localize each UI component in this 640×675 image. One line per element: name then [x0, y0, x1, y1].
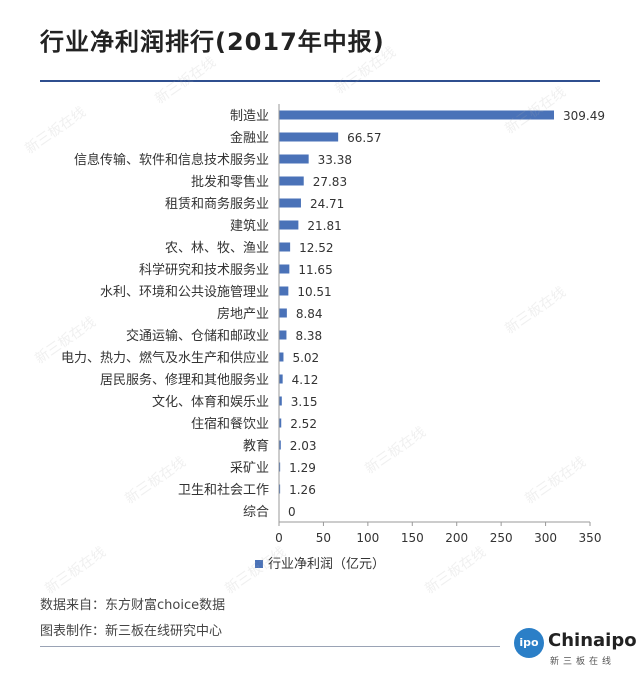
- x-tick-label: 350: [579, 531, 602, 545]
- bar: [279, 440, 281, 450]
- x-tick-label: 150: [401, 531, 424, 545]
- bar: [279, 198, 301, 208]
- chart-title: 行业净利润排行(2017年中报): [40, 28, 385, 56]
- category-label: 制造业: [230, 109, 269, 124]
- bar: [279, 242, 291, 252]
- value-label: 8.38: [295, 329, 322, 343]
- value-label: 5.02: [292, 351, 319, 365]
- category-label: 水利、环境和公共设施管理业: [100, 285, 269, 300]
- value-label: 66.57: [347, 131, 381, 145]
- title-divider: [40, 80, 600, 82]
- bar: [279, 308, 287, 318]
- category-label: 卫生和社会工作: [178, 482, 269, 498]
- x-tick-label: 0: [275, 531, 283, 545]
- value-label: 4.12: [292, 373, 319, 387]
- logo-subtitle: 新三板在线: [550, 657, 616, 667]
- logo-badge-icon: ipo: [514, 628, 544, 658]
- category-label: 批发和零售业: [191, 174, 269, 190]
- value-label: 309.49: [563, 109, 605, 123]
- bar: [279, 418, 282, 428]
- bar: [279, 462, 281, 472]
- bar: [279, 374, 283, 384]
- value-label: 1.26: [289, 483, 316, 497]
- category-label: 建筑业: [230, 218, 269, 234]
- category-label: 科学研究和技术服务业: [139, 262, 269, 278]
- category-label: 电力、热力、燃气及水生产和供应业: [61, 350, 269, 366]
- bar: [279, 330, 287, 340]
- value-label: 3.15: [291, 395, 318, 409]
- value-label: 33.38: [318, 153, 352, 167]
- category-label: 租赁和商务服务业: [165, 196, 269, 212]
- category-label: 教育: [243, 438, 269, 454]
- logo-wordmark: Chinaipo: [548, 630, 637, 651]
- bar: [279, 352, 284, 362]
- bar: [279, 176, 304, 186]
- x-tick-label: 300: [534, 531, 557, 545]
- value-label: 0: [288, 505, 296, 519]
- value-label: 8.84: [296, 307, 323, 321]
- chart-maker-note: 图表制作：新三板在线研究中心: [40, 624, 223, 639]
- data-source-note: 数据来自：东方财富choice数据: [40, 598, 226, 613]
- bar-chart: 制造业 309.49 金融业 66.57 信息传输、软件和信息技术服务业 33.38 批发和…: [61, 104, 605, 572]
- bar: [279, 154, 309, 164]
- category-label: 信息传输、软件和信息技术服务业: [74, 152, 269, 168]
- value-label: 24.71: [310, 197, 344, 211]
- category-label: 综合: [243, 505, 269, 520]
- category-label: 住宿和餐饮业: [191, 416, 269, 432]
- x-tick-label: 100: [356, 531, 379, 545]
- legend-swatch: [255, 560, 263, 568]
- value-label: 10.51: [297, 285, 331, 299]
- bar: [279, 286, 289, 296]
- value-label: 21.81: [307, 219, 341, 233]
- category-label: 房地产业: [217, 306, 269, 322]
- bar: [279, 110, 555, 120]
- bar: [279, 220, 299, 230]
- category-label: 金融业: [230, 130, 269, 146]
- category-label: 文化、体育和娱乐业: [152, 394, 269, 410]
- category-label: 居民服务、修理和其他服务业: [100, 372, 269, 388]
- value-label: 11.65: [298, 263, 332, 277]
- value-label: 1.29: [289, 461, 316, 475]
- category-label: 交通运输、仓储和邮政业: [126, 328, 269, 344]
- bar: [279, 132, 339, 142]
- x-tick-label: 50: [316, 531, 331, 545]
- category-label: 农、林、牧、渔业: [165, 241, 269, 256]
- x-tick-label: 200: [445, 531, 468, 545]
- value-label: 2.03: [290, 439, 317, 453]
- bar: [279, 396, 282, 406]
- footer-divider: [40, 646, 500, 647]
- chinaipo-logo: ipo Chinaipo 新三板在线: [514, 628, 637, 668]
- value-label: 12.52: [299, 241, 333, 255]
- bar: [279, 484, 281, 494]
- value-label: 2.52: [290, 417, 317, 431]
- category-label: 采矿业: [230, 461, 269, 476]
- x-tick-label: 250: [490, 531, 513, 545]
- bar: [279, 264, 290, 274]
- value-label: 27.83: [313, 175, 347, 189]
- legend-label: 行业净利润（亿元）: [268, 557, 385, 572]
